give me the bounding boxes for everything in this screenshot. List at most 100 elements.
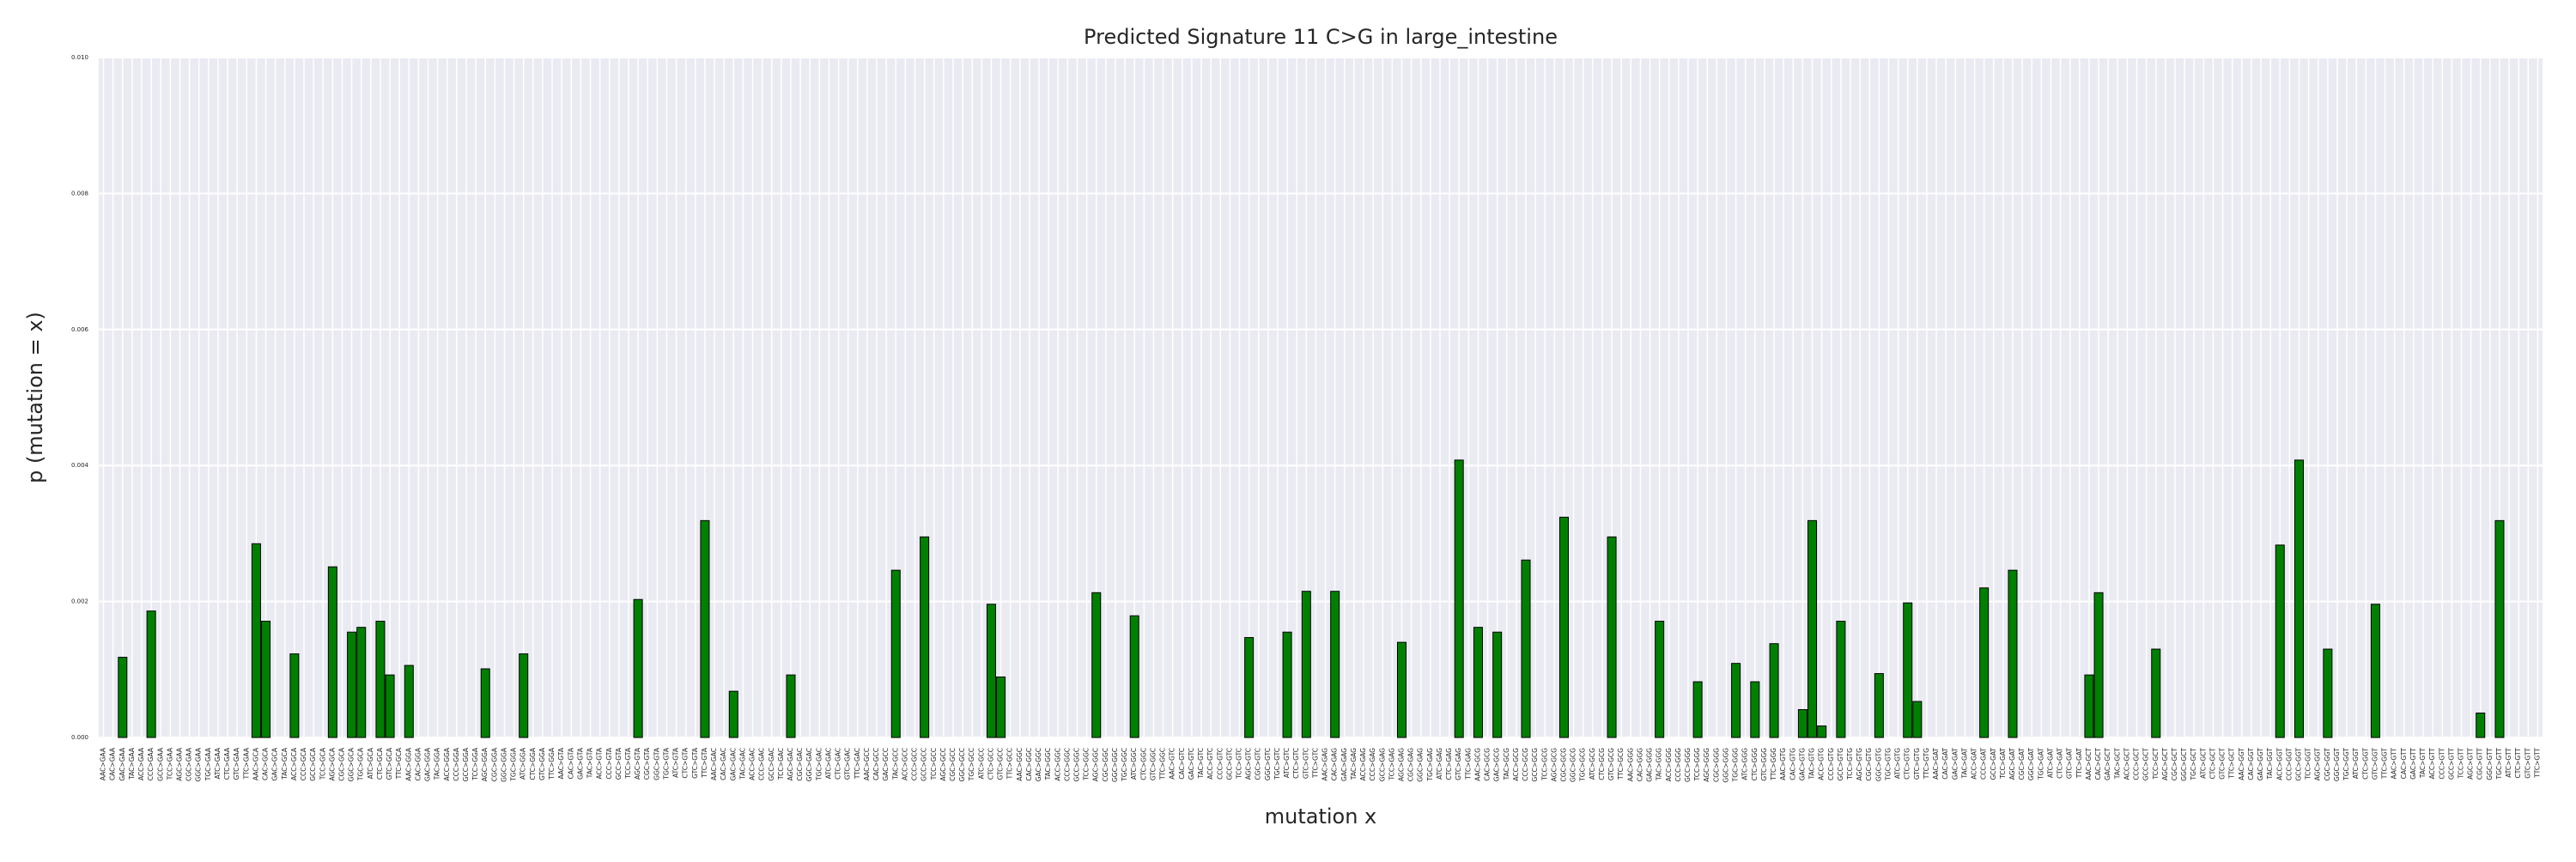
x-tick-label: CCC>GTG (1827, 748, 1835, 780)
x-tick-label: CGC>GCC (949, 748, 957, 781)
x-tick-label: GAC>GAG (1340, 748, 1348, 781)
x-tick-label: ATC>GGA (519, 747, 527, 780)
x-tick-label: ACC>GGG (1665, 748, 1673, 781)
bar (2323, 648, 2333, 738)
x-tick-label: CGC>GGC (1102, 748, 1109, 781)
bar (1492, 631, 1503, 738)
x-tick-label: TGC>GAG (1426, 748, 1434, 782)
x-tick-label: TGC>GTT (2495, 748, 2503, 780)
x-tick-label: GGC>GAG (1417, 748, 1425, 782)
x-tick-label: TGC>GGA (510, 747, 518, 782)
x-tick-label: GGC>GGG (1722, 748, 1729, 783)
x-tick-label: ACC>GAG (1359, 748, 1367, 781)
x-tick-label: AAC>GGT (2238, 748, 2245, 780)
y-tick-label: 0.006 (71, 326, 89, 333)
x-tick-label: GGC>GCC (958, 748, 966, 781)
bar (1731, 663, 1741, 738)
x-tick-label: GCC>GGG (1684, 748, 1692, 782)
x-tick-label: GCC>GAG (1378, 748, 1386, 781)
x-tick-label: CTC>GGT (2361, 748, 2369, 780)
x-tick-label: CAC>GTT (2400, 748, 2408, 780)
x-tick-label: CAC>GGT (2247, 748, 2255, 780)
x-tick-label: GGC>GGT (2333, 748, 2341, 782)
x-tick-label: GCC>GAT (1990, 748, 1997, 780)
x-tick-label: AGC>GGA (481, 747, 489, 781)
chart-title: Predicted Signature 11 C>G in large_inte… (1084, 25, 1558, 49)
x-tick-label: GTC>GAT (2066, 748, 2074, 780)
x-tick-label: GCC>GTC (1225, 748, 1233, 780)
x-tick-label: TCC>GCT (2152, 748, 2160, 780)
x-tick-label: GTC>GGT (2371, 748, 2379, 780)
x-tick-label: GCC>GGA (462, 747, 470, 781)
bar (1692, 681, 1703, 738)
bar (1301, 591, 1311, 738)
x-tick-label: AGC>GTT (2467, 748, 2475, 780)
x-tick-label: GTC>GCG (1607, 748, 1615, 780)
x-tick-label: ATC>GTC (1283, 748, 1291, 778)
x-tick-label: TAC>GAC (738, 748, 746, 780)
x-tick-label: CAC>GAC (720, 748, 727, 780)
bar (1244, 637, 1255, 738)
x-tick-label: AAC>GAC (710, 748, 718, 780)
x-tick-label: AGC>GAA (175, 747, 183, 780)
bar (2494, 519, 2505, 738)
x-tick-label: ATC>GGC (1130, 748, 1138, 780)
bar (385, 674, 395, 738)
bar (261, 621, 271, 738)
x-tick-label: GAC>GTG (1798, 748, 1806, 780)
bar (327, 566, 337, 738)
x-tick-label: CTC>GTC (1292, 748, 1300, 779)
x-tick-label: GTC>GGC (1149, 748, 1157, 780)
x-tick-label: GCC>GGC (1073, 748, 1081, 781)
x-tick-label: AAC>GTG (1779, 748, 1787, 780)
x-tick-label: GTC>GCT (2219, 748, 2227, 780)
x-tick-label: TGC>GAA (204, 747, 212, 781)
bar (1797, 709, 1807, 738)
x-tick-label: CGC>GTC (1255, 748, 1262, 780)
x-tick-label: TAC>GCT (2113, 748, 2121, 780)
x-tick-label: ATC>GCG (1589, 748, 1596, 780)
x-tick-label: TGC>GAT (2037, 748, 2044, 780)
x-tick-label: ATC>GAG (1436, 748, 1443, 780)
x-tick-label: CCC>GGG (1674, 748, 1682, 782)
x-tick-label: GGC>GAT (2027, 748, 2035, 781)
x-tick-label: CAC>GGG (1636, 748, 1643, 781)
x-tick-label: ACC>GCT (2123, 748, 2130, 780)
x-tick-label: TAC>GTC (1197, 748, 1205, 779)
x-tick-label: TGC>GTG (1884, 748, 1892, 781)
x-tick-label: ATC>GCT (2199, 748, 2207, 779)
x-tick-label: GCC>GTG (1837, 748, 1844, 781)
x-tick-label: TGC>GTA (662, 747, 670, 780)
x-tick-label: GGC>GGC (1111, 748, 1119, 782)
x-tick-label: CAC>GCA (262, 747, 270, 780)
x-tick-label: TAC>GGG (1656, 748, 1663, 781)
x-tick-label: TTC>GTC (1311, 748, 1319, 779)
y-tick-label: 0.004 (71, 462, 89, 469)
x-tick-label: TCC>GCA (319, 747, 326, 780)
bar (1912, 701, 1923, 738)
x-tick-label: GAC>GAC (729, 748, 737, 780)
x-tick-label: GAC>GGC (1035, 748, 1042, 781)
x-tick-label: GTC>GAC (844, 748, 852, 780)
x-tick-label: CTC>GTA (682, 747, 690, 778)
x-tick-label: ACC>GAA (137, 747, 145, 780)
x-tick-label: AAC>GAG (1321, 748, 1329, 781)
x-tick-label: CCC>GGA (453, 747, 460, 781)
bar (1874, 673, 1884, 738)
x-tick-label: CGC>GTA (643, 747, 651, 780)
bar (375, 621, 386, 738)
x-tick-label: CAC>GAA (109, 747, 117, 780)
bar (1607, 536, 1617, 738)
bar (786, 674, 796, 738)
x-tick-label: TCC>GCC (930, 748, 938, 780)
bar (2476, 712, 2486, 738)
bar (2370, 604, 2380, 738)
x-tick-label: GGC>GTC (1264, 748, 1272, 780)
x-tick-label: TGC>GGT (2342, 748, 2350, 781)
x-tick-label: CGC>GCT (2171, 748, 2178, 781)
x-tick-label: TGC>GAC (815, 748, 823, 781)
x-tick-label: GAC>GTA (576, 747, 584, 780)
x-tick-label: CCC>GAG (1369, 748, 1376, 781)
